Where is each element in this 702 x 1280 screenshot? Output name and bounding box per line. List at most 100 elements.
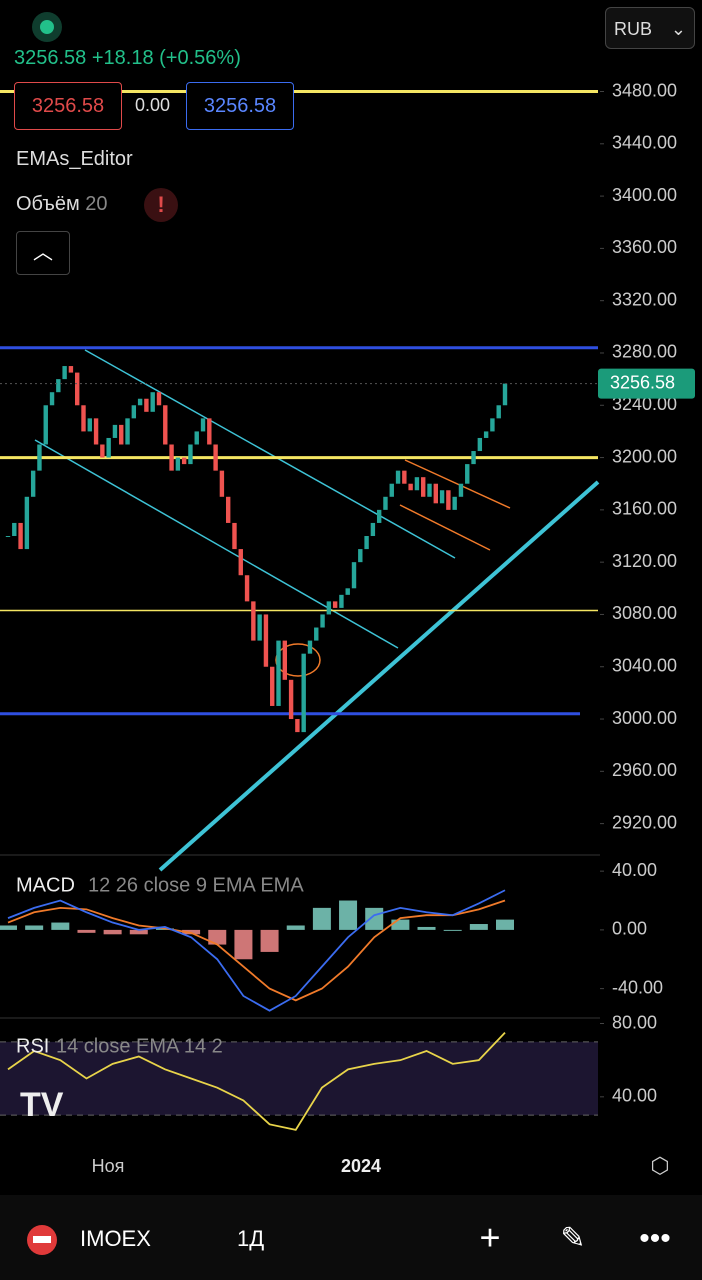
candle (332, 601, 338, 608)
x-tick-label: Ноя (92, 1156, 125, 1176)
candle (471, 451, 476, 465)
symbol-icon-mark (33, 1236, 51, 1243)
settings-icon[interactable]: ⬡ (650, 1153, 669, 1178)
candle (408, 483, 413, 491)
macd-histogram-bar (443, 929, 462, 931)
candle (37, 444, 42, 471)
x-tick-label: 2024 (341, 1156, 381, 1176)
candle (181, 457, 187, 465)
candle (446, 490, 451, 510)
draw-button[interactable]: ✎ (560, 1222, 585, 1255)
volume-indicator[interactable]: Объём 20 (16, 193, 108, 216)
candle (383, 496, 388, 510)
candle (5, 536, 11, 538)
currency: RUB (614, 19, 653, 39)
candle (125, 418, 130, 445)
macd-histogram-bar (0, 925, 17, 930)
candle (150, 392, 155, 412)
macd-signal-line (7, 899, 506, 1002)
candle (339, 594, 344, 608)
candle (439, 490, 445, 504)
ask-box[interactable]: 3256.58 (186, 82, 294, 130)
candle (282, 640, 288, 680)
macd-histogram-bar (77, 929, 96, 933)
y-tick-label: 3120.00 (612, 551, 677, 571)
candle (219, 470, 225, 497)
candle (75, 372, 80, 406)
candle (12, 522, 17, 537)
interval[interactable]: 1Д (237, 1226, 264, 1251)
spread: 0.00 (135, 95, 171, 115)
candle (358, 549, 363, 563)
candle (414, 477, 420, 491)
candle (207, 418, 212, 445)
candle (62, 366, 67, 380)
trend-line (158, 480, 600, 872)
candle (314, 627, 319, 641)
macd-histogram-bar (25, 925, 44, 930)
alert-icon[interactable]: ! (144, 188, 178, 222)
volume-value: 20 (85, 193, 108, 215)
channel-line (404, 459, 511, 509)
candle (119, 424, 124, 445)
candle (156, 392, 162, 406)
candle (238, 549, 243, 576)
y-tick-label: 3160.00 (612, 499, 677, 519)
candle (251, 601, 256, 641)
candle (244, 575, 250, 602)
macd-histogram-bar (391, 919, 410, 930)
y-tick-label: 40.00 (612, 860, 657, 880)
candle (100, 444, 105, 458)
price-change: +18.18 (+0.56%) (91, 47, 241, 69)
y-tick-label: 3400.00 (612, 185, 677, 205)
candle (169, 444, 174, 471)
candle (452, 496, 457, 510)
candle (56, 379, 61, 393)
rsi-line (7, 1032, 506, 1131)
candle (188, 444, 193, 465)
more-button[interactable]: ••• (639, 1222, 671, 1255)
channel-line (84, 349, 456, 559)
candle (364, 536, 369, 550)
macd-histogram-bar (103, 929, 122, 935)
candle (137, 398, 143, 406)
macd-histogram-bar (312, 907, 331, 930)
candle (490, 418, 495, 432)
macd-histogram-bar (208, 929, 227, 945)
symbol[interactable]: IMOEX (80, 1226, 151, 1251)
last-price-label: 3256.58 (610, 372, 675, 392)
macd-line (7, 889, 506, 1012)
y-tick-label: 40.00 (612, 1086, 657, 1106)
candle (389, 483, 394, 497)
currency-select[interactable]: RUB ⌄ (605, 7, 695, 49)
macd-histogram-bar (339, 900, 358, 930)
candle (87, 418, 92, 432)
status-dot (32, 12, 62, 42)
indicator-label[interactable]: EMAs_Editor (16, 148, 133, 170)
candle (30, 470, 36, 497)
bid-box[interactable]: 3256.58 (14, 82, 122, 130)
candle (213, 444, 218, 471)
macd-histogram-bar (260, 929, 279, 952)
y-tick-label: 0.00 (612, 919, 647, 939)
y-tick-label: 3280.00 (612, 342, 677, 362)
candle (225, 496, 231, 523)
y-tick-label: 3200.00 (612, 446, 677, 466)
y-tick-label: 3240.00 (612, 394, 677, 414)
last-price: 3256.58 +18.18 (+0.56%) (14, 47, 241, 70)
candle (421, 477, 426, 497)
candle (194, 431, 199, 445)
price: 3256.58 (14, 47, 87, 69)
candle (106, 437, 111, 458)
candle (200, 418, 206, 432)
y-tick-label: 3040.00 (612, 655, 677, 675)
candle (502, 383, 508, 406)
candle (270, 666, 275, 706)
candle (144, 398, 149, 412)
candle (402, 470, 407, 484)
candle (43, 405, 48, 445)
add-button[interactable]: + (479, 1217, 500, 1258)
collapse-button[interactable]: ︿ (16, 231, 70, 275)
